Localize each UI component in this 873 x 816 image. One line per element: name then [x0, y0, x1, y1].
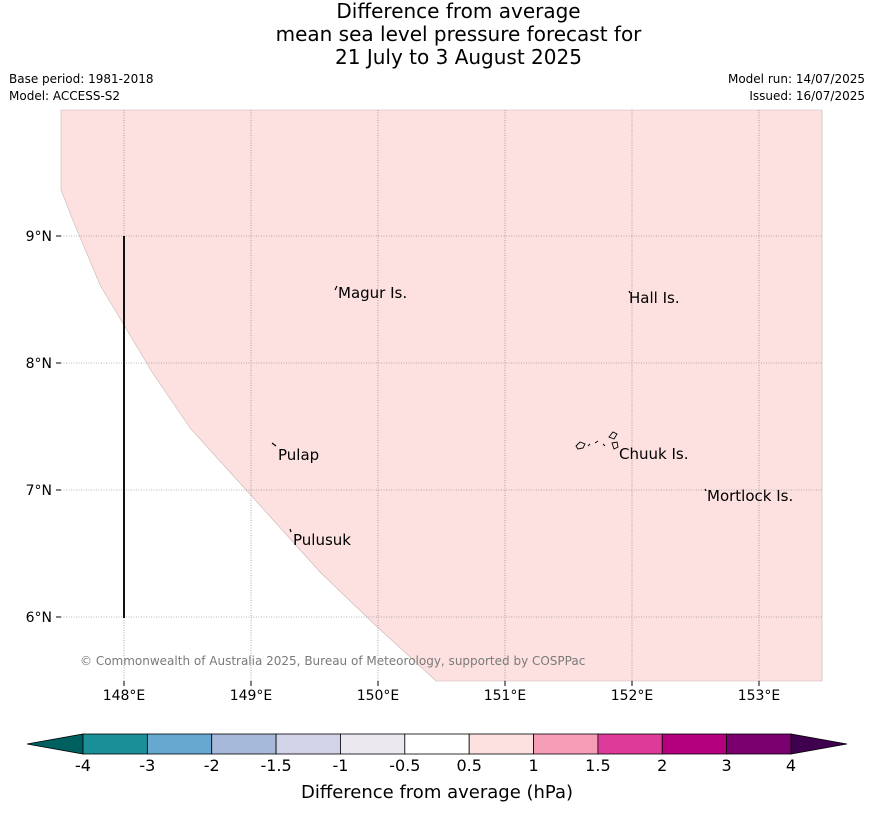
colorbar-tick-label: 0.5 — [456, 756, 481, 775]
colorbar-title: Difference from average (hPa) — [301, 782, 573, 803]
colorbar-box — [275, 733, 341, 755]
place-pulusuk: Pulusuk — [293, 531, 351, 549]
base-period: Base period: 1981-2018 — [9, 72, 154, 86]
island-pulusuk — [289, 528, 292, 533]
island-outlines — [271, 285, 707, 533]
lat-label-9n: 9°N — [26, 229, 52, 245]
lon-label-150e: 150°E — [357, 688, 400, 704]
place-magur: Magur Is. — [338, 284, 407, 302]
title-line-2: mean sea level pressure forecast for — [275, 22, 642, 46]
lat-ticks — [56, 235, 61, 618]
colorbar-box — [661, 733, 728, 755]
lon-label-151e: 151°E — [484, 688, 527, 704]
lat-gridlines — [61, 235, 822, 618]
map-title: Difference from average mean sea level p… — [0, 0, 873, 69]
model-run: Model run: 14/07/2025 — [727, 72, 865, 86]
colorbar-extend-high — [790, 733, 848, 755]
lon-ticks — [123, 681, 760, 686]
copyright-credit: © Commonwealth of Australia 2025, Bureau… — [80, 654, 585, 668]
colorbar-box — [597, 733, 663, 755]
lat-label-8n: 8°N — [26, 356, 52, 372]
place-chuuk: Chuuk Is. — [619, 445, 688, 463]
colorbar-box — [82, 733, 148, 755]
colorbar-box — [211, 733, 277, 755]
lon-label-149e: 149°E — [230, 688, 273, 704]
title-line-1: Difference from average — [336, 0, 581, 23]
place-hall: Hall Is. — [629, 289, 680, 307]
colorbar-box — [533, 733, 599, 755]
colorbar-tick-label: -2 — [204, 756, 220, 775]
lat-label-6n: 6°N — [26, 610, 52, 626]
lon-label-153e: 153°E — [738, 688, 781, 704]
meta-left: Base period: 1981-2018 Model: ACCESS-S2 — [9, 71, 154, 105]
island-hall — [628, 290, 631, 294]
place-mortlock: Mortlock Is. — [707, 487, 793, 505]
colorbar-tick-label: -3 — [139, 756, 155, 775]
island-chuuk — [575, 431, 619, 450]
island-magur — [334, 285, 338, 291]
island-mortlock — [704, 488, 707, 492]
colorbar-box — [146, 733, 213, 755]
lon-label-152e: 152°E — [611, 688, 654, 704]
lon-label-148e: 148°E — [103, 688, 146, 704]
colorbar-tick-label: 2 — [657, 756, 667, 775]
colorbar-tick-label: -0.5 — [389, 756, 420, 775]
colorbar-tick-label: -1.5 — [260, 756, 291, 775]
colorbar-tick-label: -4 — [75, 756, 91, 775]
colorbar-tick-label: 1 — [528, 756, 538, 775]
model-name: Model: ACCESS-S2 — [9, 89, 121, 103]
colorbar-box — [468, 733, 534, 755]
colorbar: -4 -3 -2 -1.5 -1 -0.5 0.5 1 1.5 2 3 4 — [26, 733, 848, 775]
colorbar-box — [404, 733, 470, 755]
issued-date: Issued: 16/07/2025 — [749, 89, 865, 103]
island-pulap — [271, 442, 277, 447]
colorbar-box — [726, 733, 792, 755]
meta-right: Model run: 14/07/2025 Issued: 16/07/2025 — [728, 71, 865, 105]
lat-label-7n: 7°N — [26, 483, 52, 499]
colorbar-box — [340, 733, 406, 755]
colorbar-tick-label: 1.5 — [585, 756, 610, 775]
colorbar-tick-label: 3 — [722, 756, 732, 775]
colorbar-tick-label: -1 — [332, 756, 348, 775]
place-pulap: Pulap — [278, 446, 319, 464]
lon-gridlines — [123, 110, 760, 681]
colorbar-extend-low — [26, 733, 84, 755]
colorbar-tick-label: 4 — [786, 756, 796, 775]
title-line-3: 21 July to 3 August 2025 — [335, 45, 582, 69]
